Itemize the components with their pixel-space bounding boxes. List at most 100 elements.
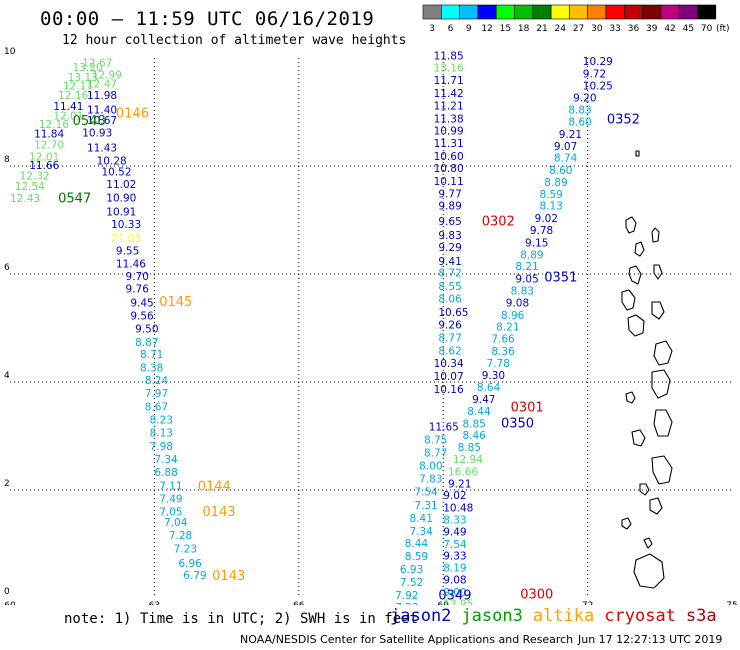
swh-value-label: 7.34 [154, 454, 178, 466]
swh-value-label: 12.70 [34, 140, 64, 152]
swh-value-label: 8.36 [491, 346, 515, 358]
colorbar-tick-label: 3 [429, 24, 435, 34]
swh-value-label: 21.03 [111, 233, 141, 245]
swh-value-label: 11.98 [87, 90, 117, 102]
swh-value-label: 11.46 [116, 259, 146, 271]
pass-time-label: 0145 [159, 295, 192, 310]
swh-value-label: 8.64 [477, 382, 501, 394]
swh-value-label: 7.54 [443, 539, 467, 551]
satellite-legend: jason2 jason3 altika cryosat s3a [390, 606, 727, 626]
swh-value-label: 8.96 [501, 310, 525, 322]
swh-value-label: 11.41 [53, 101, 83, 113]
swh-value-label: 9.49 [443, 526, 466, 538]
swh-value-label: 9.45 [130, 297, 153, 309]
swh-value-label: 8.24 [145, 375, 169, 387]
swh-value-label: 8.59 [539, 189, 562, 201]
coastline-outline [625, 216, 637, 234]
swh-value-label: 8.75 [424, 435, 447, 447]
coastline-outline [634, 241, 645, 257]
color-scale-bar: 3 6 9 12 15 18 21 24 27 30 33 36 39 42 45 70 (ft) [422, 4, 730, 34]
coastline-outline [621, 289, 636, 311]
swh-value-label: 10.07 [434, 371, 464, 383]
swh-value-label: 12.67 [82, 58, 112, 70]
colorbar-tick-label: 45 [683, 24, 694, 34]
swh-value-label: 8.85 [458, 442, 481, 454]
swh-value-label: 12.99 [92, 70, 122, 82]
swh-value-label: 8.71 [140, 349, 163, 361]
swh-value-label: 8.74 [554, 153, 578, 165]
pass-time-label: 0302 [482, 214, 515, 229]
colorbar-tick-label: 21 [536, 24, 547, 34]
swh-value-label: 11.42 [434, 88, 464, 100]
swh-value-label: 9.05 [515, 274, 538, 286]
swh-value-label: 10.93 [82, 127, 112, 139]
coastline-outline [639, 483, 650, 496]
pass-time-label: 0352 [607, 112, 640, 127]
swh-value-label: 11.71 [434, 75, 464, 87]
swh-value-label: 11.38 [434, 113, 464, 125]
swh-value-label: 8.89 [520, 249, 543, 261]
coastline-outline [627, 314, 645, 337]
swh-value-label: 9.02 [443, 490, 466, 502]
pass-time-label: 0300 [520, 588, 553, 603]
swh-value-label: 10.52 [101, 167, 131, 179]
y-tick-label: 10 [4, 47, 16, 57]
pass-time-label: 0547 [58, 192, 91, 207]
swh-value-label: 11.21 [434, 100, 464, 112]
swh-value-label: 10.29 [583, 56, 613, 68]
swh-value-label: 9.55 [116, 246, 139, 258]
legend-entry-jason2: jason2 [390, 606, 452, 626]
colorbar-tick-label: 24 [555, 24, 567, 34]
coastline-outline [651, 455, 673, 485]
pass-time-label: 0143 [212, 569, 245, 584]
altimeter-plot: 606366697275024681012.6713.2012.9913.131… [4, 47, 738, 605]
legend-entry-cryosat: cryosat [604, 606, 676, 626]
coastline-outline [653, 340, 673, 366]
swh-value-label: 9.00 [443, 587, 466, 599]
swh-value-label: 8.46 [462, 430, 486, 442]
swh-value-label: 9.08 [443, 574, 466, 586]
swh-value-label: 10.25 [583, 80, 613, 92]
swh-value-label: 9.33 [443, 551, 466, 563]
swh-value-label: 8.44 [467, 406, 491, 418]
legend-entry-altika: altika [532, 606, 595, 626]
swh-value-label: 10.16 [434, 384, 464, 396]
swh-value-label: 10.91 [106, 207, 136, 219]
swh-value-label: 9.02 [535, 213, 558, 225]
swh-value-label: 7.11 [159, 480, 182, 492]
swh-value-label: 9.20 [573, 93, 596, 105]
x-tick-label: 60 [4, 601, 16, 605]
swh-value-label: 8.21 [496, 322, 519, 334]
x-tick-label: 72 [582, 601, 593, 605]
swh-value-label: 8.33 [443, 514, 466, 526]
swh-value-label: 9.41 [438, 256, 461, 268]
coastline-outline [643, 537, 653, 549]
swh-value-label: 9.50 [135, 323, 158, 335]
pass-time-label: 0144 [198, 480, 231, 495]
chart-title: 00:00 – 11:59 UTC 06/16/2019 [40, 8, 375, 30]
swh-value-label: 9.21 [559, 129, 582, 141]
swh-value-label: 9.77 [438, 188, 461, 200]
swh-value-label: 7.98 [150, 441, 173, 453]
coastline-outline [653, 409, 673, 437]
colorbar-tick-label: 12 [481, 24, 492, 34]
swh-value-label: 11.85 [434, 51, 464, 63]
swh-value-label: 9.47 [472, 394, 495, 406]
swh-value-label: 11.31 [434, 138, 464, 150]
coastline-outline [651, 227, 660, 243]
swh-value-label: 13.95 [443, 599, 473, 605]
colorbar-unit-label: (ft) [716, 24, 730, 34]
coastline-outline [651, 369, 671, 399]
swh-value-label: 11.40 [87, 105, 117, 117]
swh-value-label: 12.11 [63, 80, 93, 92]
swh-value-label: 12.01 [29, 152, 59, 164]
swh-value-label: 10.28 [97, 155, 127, 167]
swh-value-label: 9.30 [482, 370, 505, 382]
swh-value-label: 12.01 [53, 111, 83, 123]
swh-value-label: 11.43 [87, 142, 117, 154]
swh-value-label: 13.20 [73, 62, 103, 74]
swh-value-label: 9.70 [126, 271, 149, 283]
swh-value-label: 7.92 [395, 590, 418, 602]
swh-value-label: 10.90 [106, 193, 136, 205]
swh-value-label: 9.07 [554, 141, 577, 153]
